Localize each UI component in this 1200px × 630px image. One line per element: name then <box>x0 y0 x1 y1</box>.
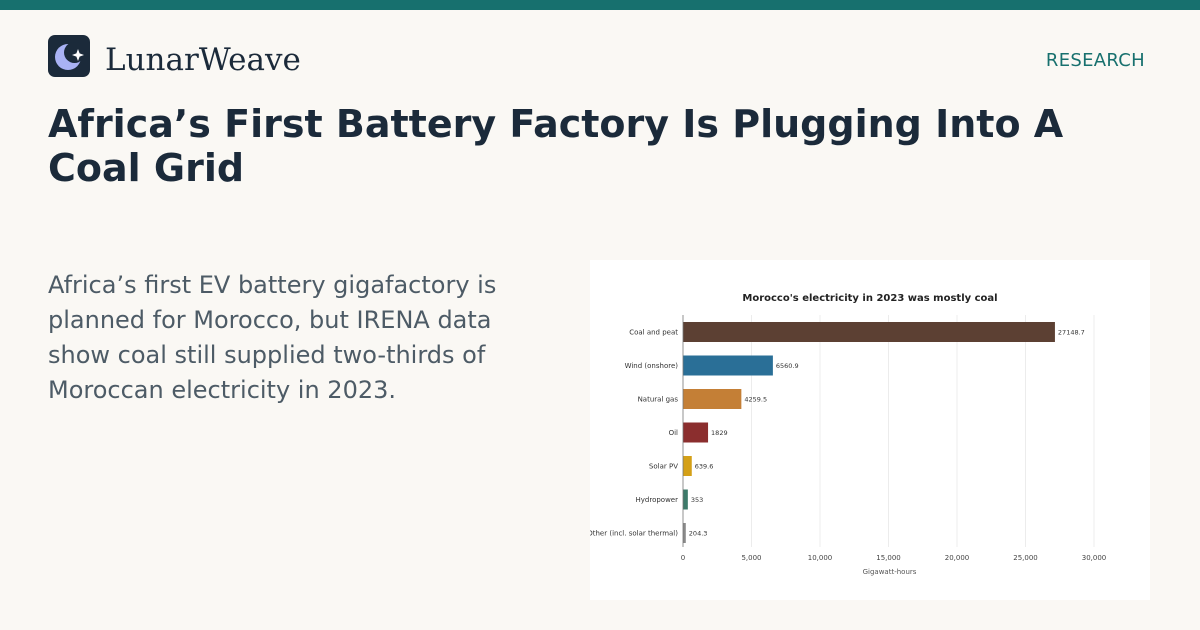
article-headline: Africa’s First Battery Factory Is Pluggi… <box>48 102 1064 190</box>
brand-name[interactable]: LunarWeave <box>105 42 301 78</box>
x-axis-label: Gigawatt-hours <box>863 568 917 576</box>
x-tick-label: 10,000 <box>808 554 833 562</box>
value-label: 27148.7 <box>1058 329 1085 337</box>
bar-chart: Morocco's electricity in 2023 was mostly… <box>590 293 1107 576</box>
crescent-moon-sparkle-icon <box>55 42 85 70</box>
bar[interactable] <box>683 422 709 443</box>
top-accent-bar <box>0 0 1200 10</box>
x-tick-label: 25,000 <box>1013 554 1038 562</box>
category-label: Other (incl. solar thermal) <box>590 530 678 538</box>
value-label: 353 <box>691 496 703 504</box>
value-label: 639.6 <box>695 463 714 471</box>
x-tick-label: 5,000 <box>741 554 761 562</box>
bar[interactable] <box>683 389 742 409</box>
category-label: Wind (onshore) <box>625 362 679 370</box>
category-label: Coal and peat <box>629 329 678 337</box>
value-label: 204.3 <box>689 530 708 538</box>
value-label: 6560.9 <box>776 362 799 370</box>
bar[interactable] <box>683 456 692 476</box>
brand-logo[interactable] <box>48 35 90 77</box>
category-label: Oil <box>669 429 678 437</box>
x-tick-label: 20,000 <box>945 554 970 562</box>
section-label[interactable]: RESEARCH <box>1045 50 1145 71</box>
x-tick-label: 30,000 <box>1082 554 1107 562</box>
bar[interactable] <box>683 523 686 543</box>
bar[interactable] <box>683 322 1055 342</box>
article-summary: Africa’s first EV battery gigafactory is… <box>48 271 497 404</box>
value-label: 4259.5 <box>744 396 767 404</box>
x-tick-label: 15,000 <box>876 554 901 562</box>
category-label: Solar PV <box>649 463 678 471</box>
bar[interactable] <box>683 489 688 510</box>
x-tick-label: 0 <box>681 554 685 562</box>
chart-title: Morocco's electricity in 2023 was mostly… <box>742 293 997 304</box>
bar[interactable] <box>683 355 773 376</box>
category-label: Hydropower <box>636 496 679 504</box>
chart-card: Morocco's electricity in 2023 was mostly… <box>590 260 1150 600</box>
value-label: 1829 <box>711 429 728 437</box>
category-label: Natural gas <box>638 396 679 404</box>
